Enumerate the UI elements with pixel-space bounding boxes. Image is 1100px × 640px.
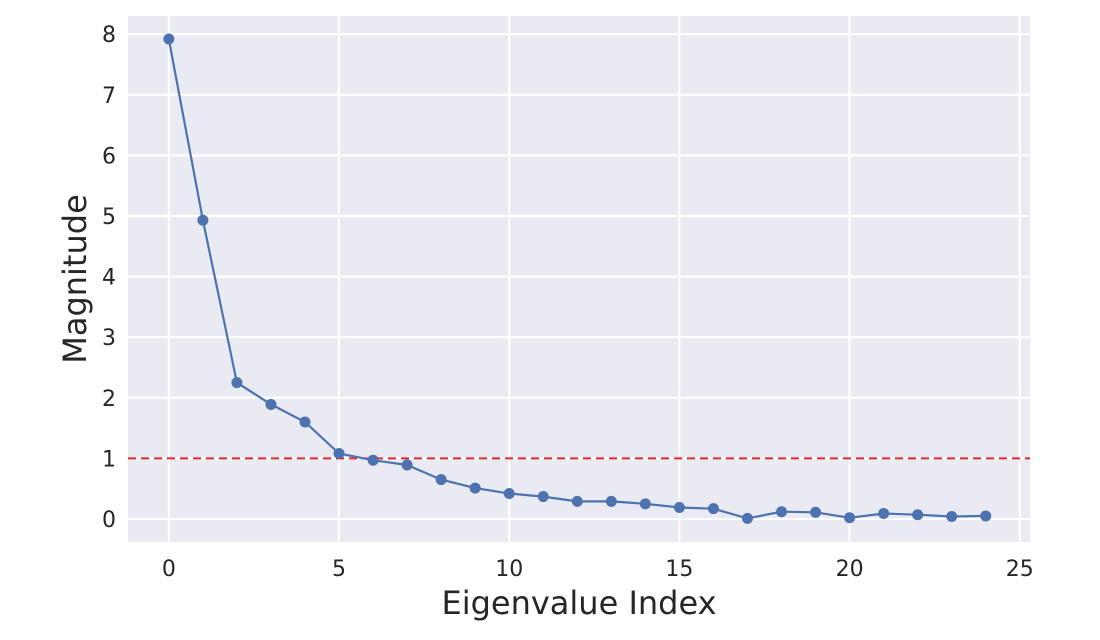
y-tick-label: 7 [102, 84, 116, 109]
x-axis-label: Eigenvalue Index [441, 584, 716, 622]
data-point [639, 498, 651, 510]
data-point [503, 488, 515, 500]
x-tick-label: 0 [162, 557, 176, 582]
data-point [265, 398, 277, 410]
data-point [333, 448, 345, 460]
y-tick-label: 3 [102, 326, 116, 351]
plot-area [128, 16, 1030, 542]
data-point [673, 501, 685, 513]
x-tick-label: 10 [495, 557, 523, 582]
x-tick-label: 20 [836, 557, 864, 582]
data-point [980, 510, 992, 522]
data-point [605, 495, 617, 507]
data-point [367, 454, 379, 466]
data-point [299, 416, 311, 428]
data-point [810, 506, 822, 518]
x-tick-label: 25 [1006, 557, 1034, 582]
tick-label-layer: 0 5 10 15 20 25 0 1 2 3 4 5 6 7 8 [102, 23, 1034, 582]
y-tick-label: 0 [102, 508, 116, 533]
y-tick-label: 2 [102, 387, 116, 412]
data-point [537, 491, 549, 503]
y-tick-label: 5 [102, 205, 116, 230]
data-point [741, 512, 753, 524]
x-tick-label: 15 [665, 557, 693, 582]
y-axis-label: Magnitude [56, 194, 94, 364]
y-tick-label: 8 [102, 23, 116, 48]
data-point [469, 482, 481, 494]
data-point [912, 509, 924, 521]
data-point [707, 503, 719, 515]
data-point [571, 495, 583, 507]
data-point [946, 511, 958, 523]
data-point [878, 508, 890, 520]
y-tick-label: 6 [102, 144, 116, 169]
data-point [844, 512, 856, 524]
data-point [435, 474, 447, 486]
data-point [197, 214, 209, 226]
data-point [163, 33, 175, 45]
x-tick-label: 5 [332, 557, 346, 582]
data-point [401, 459, 413, 471]
data-point [776, 506, 788, 518]
series-layer [163, 33, 992, 524]
y-tick-label: 4 [102, 266, 116, 291]
y-tick-label: 1 [102, 447, 116, 472]
data-point [231, 377, 243, 389]
